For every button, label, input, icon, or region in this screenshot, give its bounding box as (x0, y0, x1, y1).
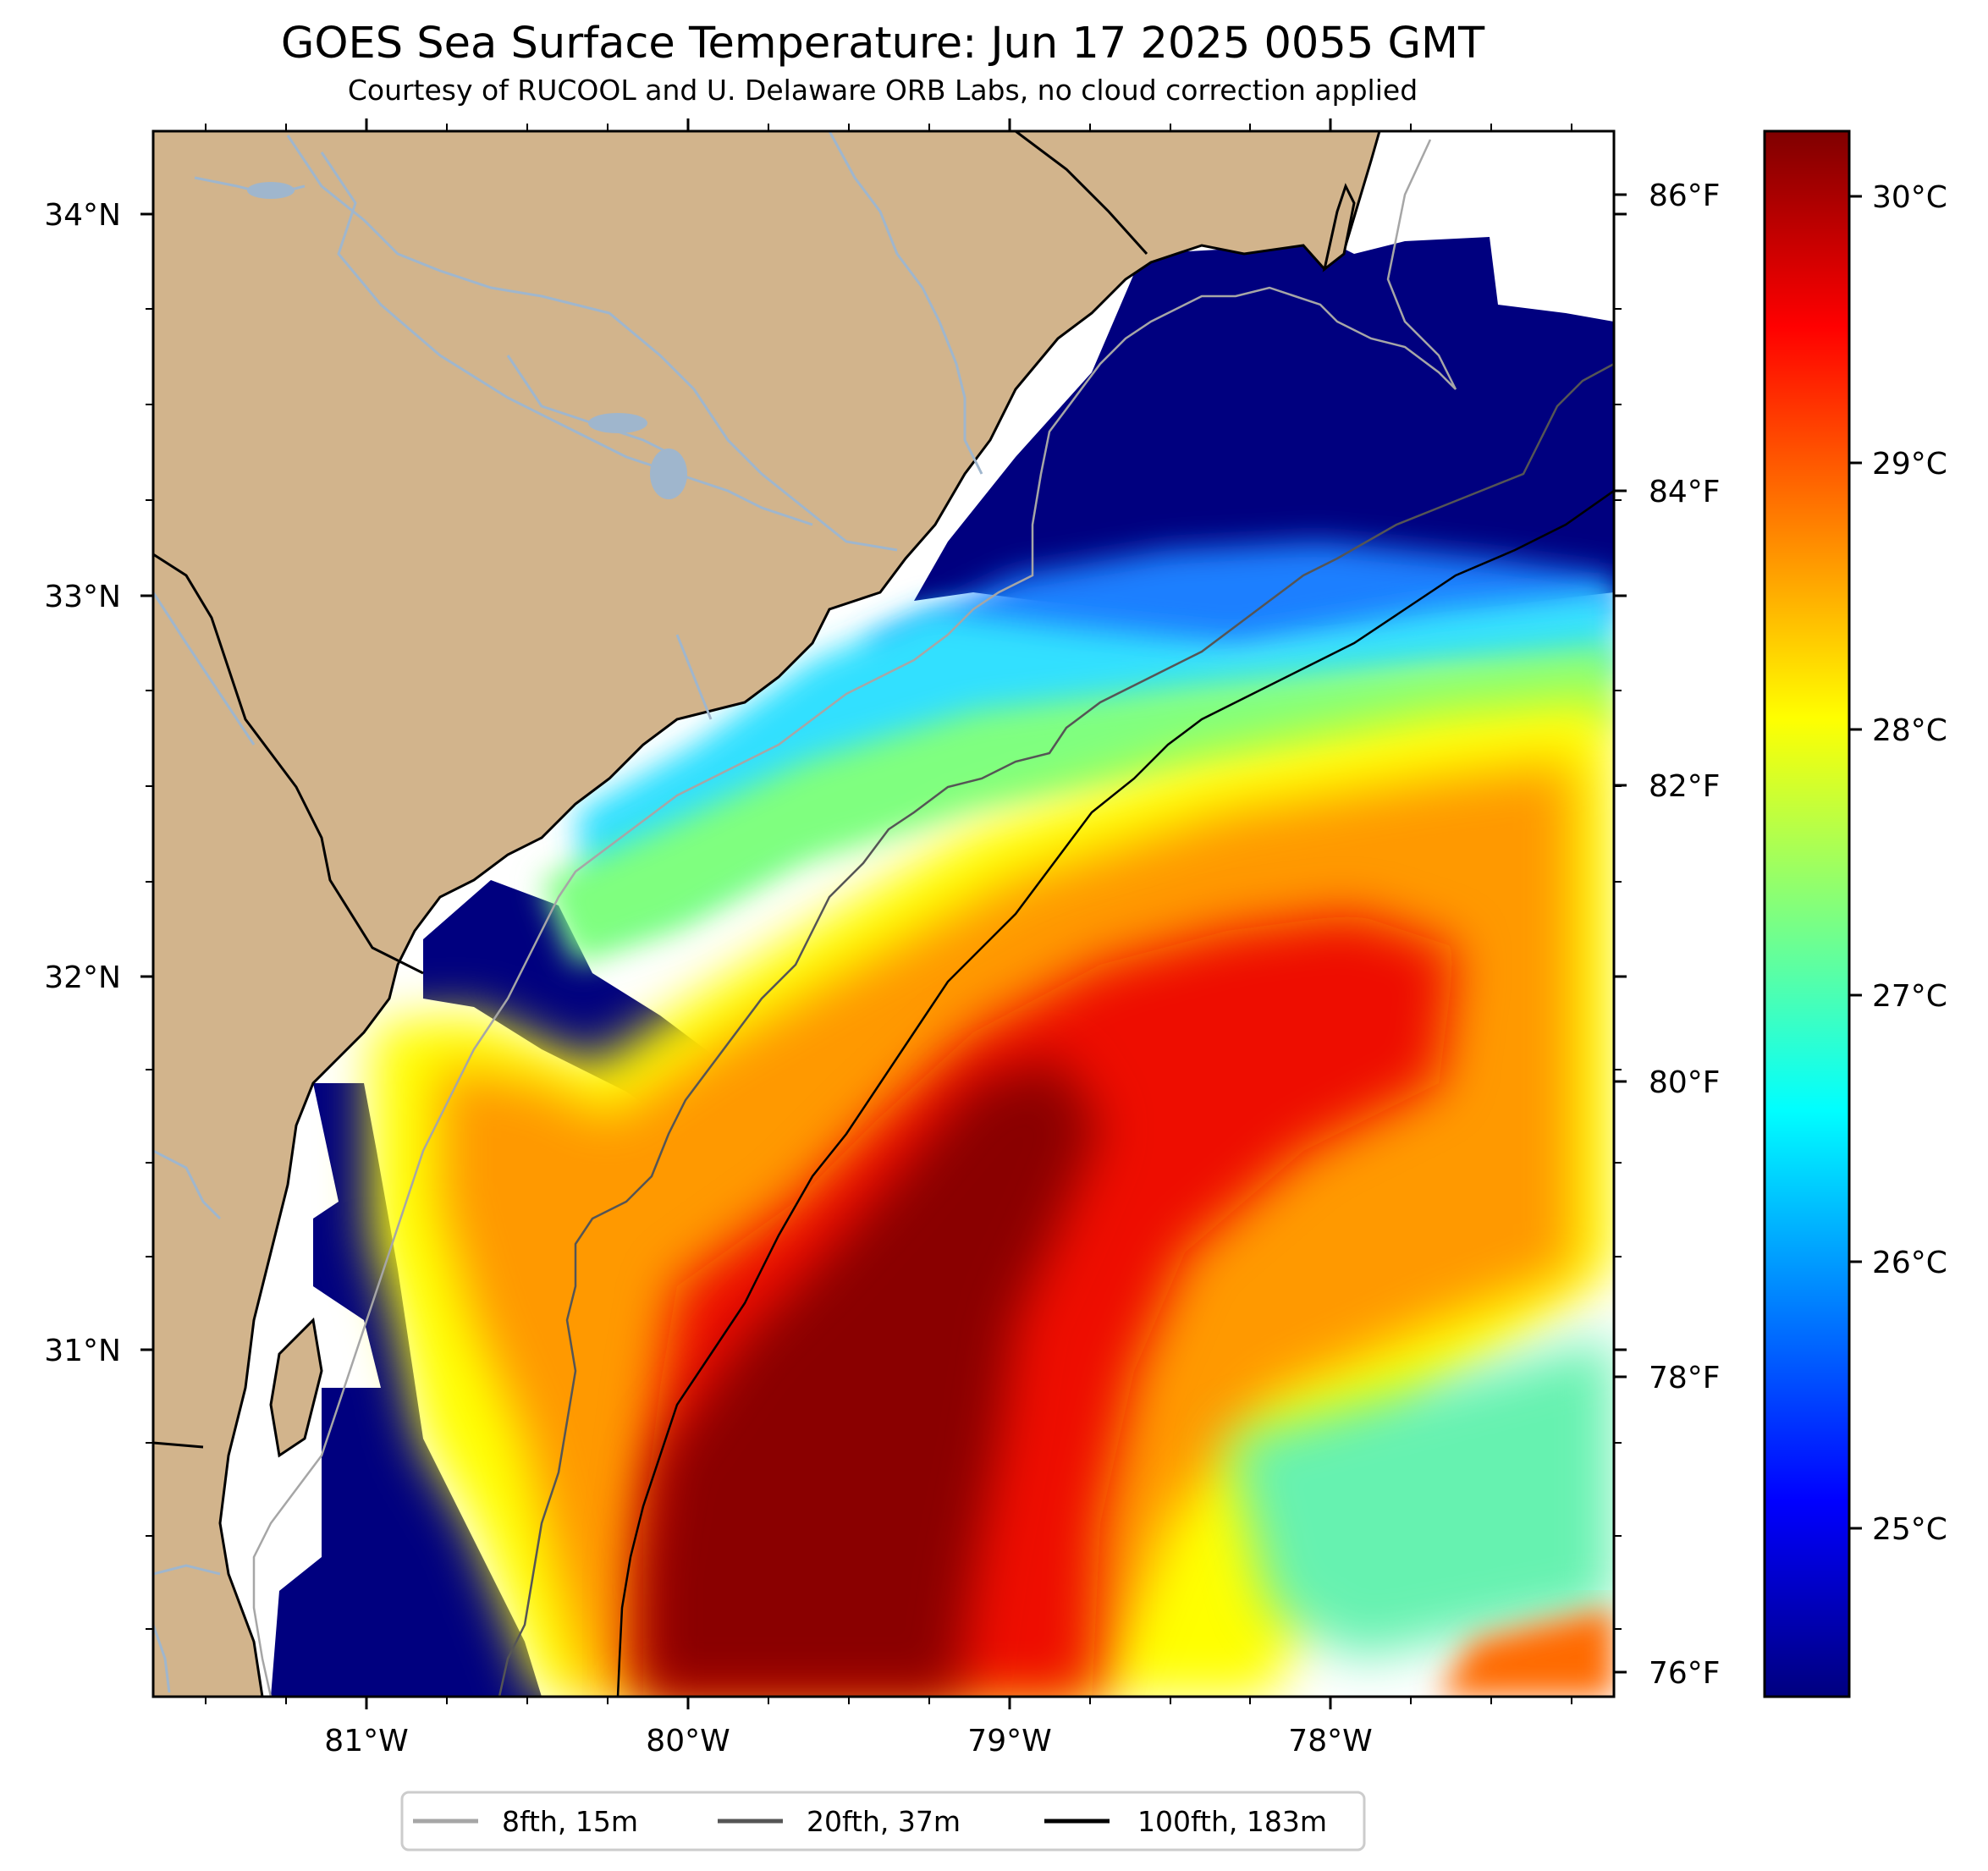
map-frame (151, 129, 1616, 1698)
rivers (153, 131, 983, 1693)
land (153, 131, 1381, 1697)
river-5 (828, 131, 983, 475)
state-boundaries (153, 131, 1148, 1449)
lat-label-31n: 31°N (44, 1334, 121, 1368)
legend-box (400, 1791, 1366, 1852)
fahrenheit-label-76f: 76°F (1649, 1656, 1721, 1691)
isobath-100fth (616, 489, 1614, 1697)
legend-label-100fth: 100fth, 183m (1137, 1805, 1327, 1838)
legend-label-8fth: 8fth, 15m (502, 1805, 638, 1838)
colorbar-label-30c: 30°C (1872, 180, 1947, 215)
sst-field (271, 237, 1614, 1697)
sst-cold-shelf-north (914, 237, 1614, 626)
lake-2 (588, 413, 647, 433)
lat-label-33n: 33°N (44, 580, 121, 614)
river-9 (675, 634, 713, 720)
isobath-20fth (498, 362, 1614, 1697)
river-3 (320, 151, 813, 526)
river-7 (153, 1149, 222, 1220)
colorbar-label-25c: 25°C (1872, 1512, 1947, 1547)
axis-minor-ticks (146, 124, 1622, 1704)
fahrenheit-label-86f: 86°F (1649, 179, 1721, 213)
sst-cool-patch-southeast (1227, 1337, 1614, 1659)
lon-label-80w: 80°W (646, 1724, 730, 1758)
colorbar-ticks (1849, 195, 1862, 1530)
colorbar-label-27c: 27°C (1872, 979, 1947, 1014)
lake-1 (247, 182, 295, 199)
lake-3 (650, 448, 687, 499)
land-barrier-island-north (1322, 183, 1356, 272)
river-6 (153, 592, 256, 746)
land-island-south (269, 1317, 323, 1458)
isobaths (252, 139, 1614, 1697)
fahrenheit-ticks (1614, 193, 1627, 1674)
figure-title: GOES Sea Surface Temperature: Jun 17 202… (281, 19, 1485, 69)
sst-dark-red-core (643, 1058, 1100, 1697)
legend-label-20fth: 20fth, 37m (807, 1805, 961, 1838)
figure-subtitle: Courtesy of RUCOOL and U. Delaware ORB L… (348, 74, 1418, 107)
fahrenheit-label-84f: 84°F (1649, 475, 1721, 509)
fahrenheit-label-78f: 78°F (1649, 1361, 1721, 1395)
lon-label-79w: 79°W (967, 1724, 1051, 1758)
lon-label-78w: 78°W (1288, 1724, 1372, 1758)
lat-label-34n: 34°N (44, 198, 121, 233)
river-1 (286, 135, 898, 552)
axis-ticks (140, 118, 1627, 1709)
river-8 (153, 1564, 221, 1576)
lon-label-81w: 81°W (324, 1724, 408, 1758)
land-mainland (153, 131, 1381, 1697)
map-area (153, 131, 1614, 1697)
state-boundary-ga-fl (153, 1441, 204, 1449)
colorbar (1763, 129, 1851, 1698)
sst-cold-shelf-south (271, 1083, 542, 1697)
sst-warm-patch-southeast (1439, 1608, 1614, 1697)
state-boundary-nc-sc (1015, 131, 1148, 256)
colorbar-label-29c: 29°C (1872, 447, 1947, 482)
state-boundary-sc-ga (153, 553, 424, 975)
isobath-8fth (252, 139, 1457, 1697)
colorbar-label-28c: 28°C (1872, 713, 1947, 748)
river-10 (153, 1624, 171, 1693)
legend: 8fth, 15m 20fth, 37m 100fth, 183m (400, 1791, 1366, 1852)
colorbar-label-26c: 26°C (1872, 1246, 1947, 1280)
fahrenheit-label-82f: 82°F (1649, 769, 1721, 804)
lat-label-32n: 32°N (44, 960, 121, 995)
sst-green-band (542, 643, 1614, 965)
fahrenheit-label-80f: 80°F (1649, 1065, 1721, 1100)
